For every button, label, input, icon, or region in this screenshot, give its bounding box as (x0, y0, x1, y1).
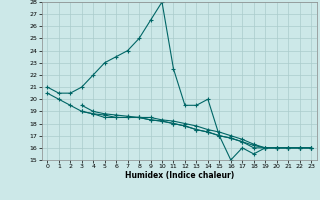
X-axis label: Humidex (Indice chaleur): Humidex (Indice chaleur) (124, 171, 234, 180)
